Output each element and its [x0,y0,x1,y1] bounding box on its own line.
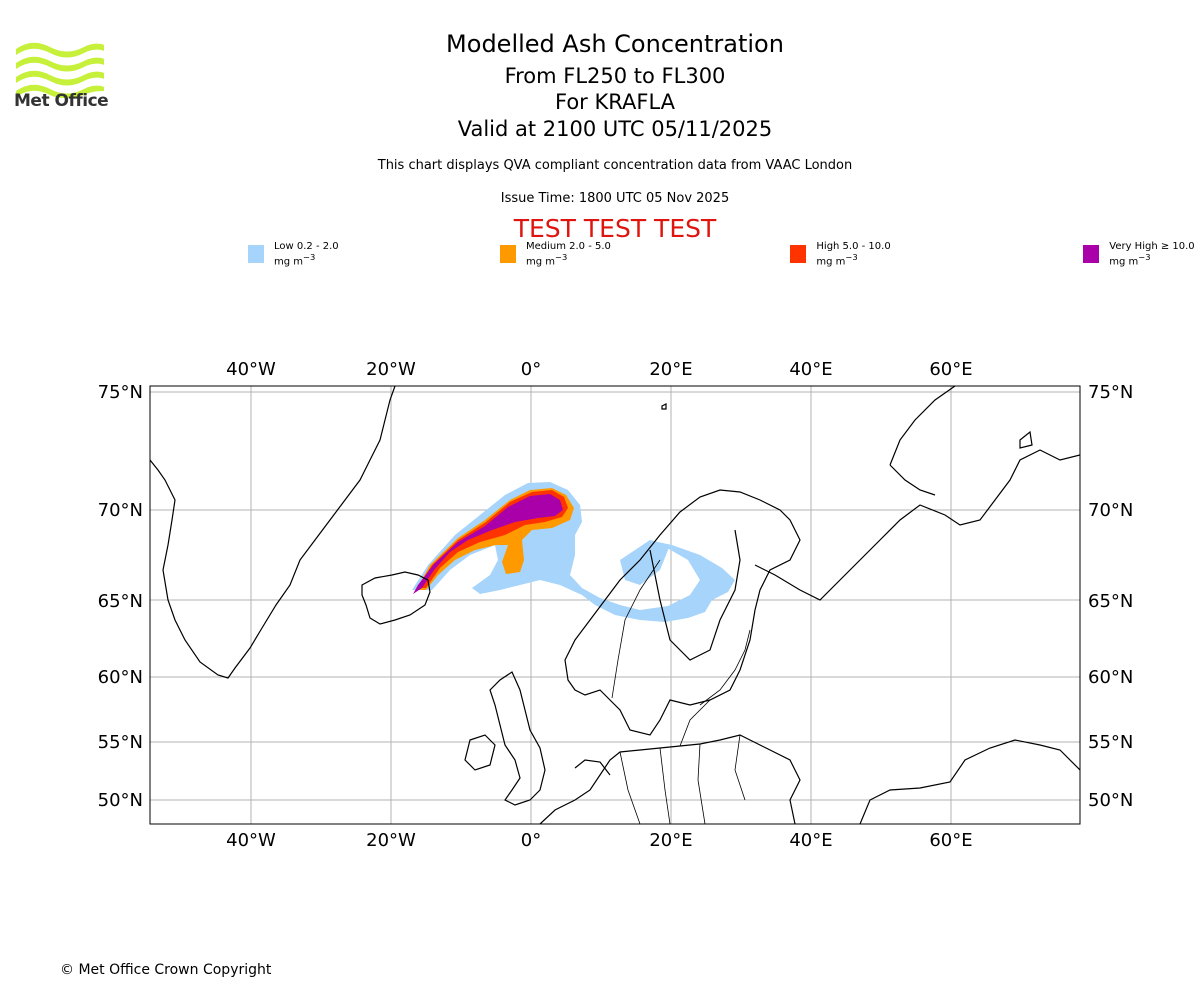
lat-label-right-60n: 60°N [1088,667,1133,688]
lat-label-right-65n: 65°N [1088,591,1133,612]
lat-label-right-70n: 70°N [1088,500,1133,521]
lat-label-right-55n: 55°N [1088,732,1133,753]
valid-time: Valid at 2100 UTC 05/11/2025 [457,117,773,141]
lon-label-top-20e: 20°E [649,359,692,380]
chart-title: Modelled Ash Concentration [446,30,784,58]
met-office-wave-logo-icon [16,42,104,98]
lon-label-bottom-60e: 60°E [929,830,972,851]
country-borders [611,559,751,824]
coastlines [150,386,1080,824]
lon-label-bottom-40e: 40°E [789,830,832,851]
compliance-note: This chart displays QVA compliant concen… [377,158,853,173]
copyright-notice: © Met Office Crown Copyright [60,962,272,978]
legend-label-high: High 5.0 - 10.0 mg m−3 [816,240,891,268]
concentration-legend: Low 0.2 - 2.0 mg m−3 Medium 2.0 - 5.0 mg… [248,240,1200,268]
legend-label-very-high: Very High ≥ 10.0 mg m−3 [1109,240,1195,268]
legend-swatch-medium [499,245,516,263]
lon-label-top-20w: 20°W [366,359,416,380]
lat-label-right-50n: 50°N [1088,790,1133,811]
met-office-logo-text: Met Office [14,91,109,111]
lon-label-bottom-0: 0° [521,830,541,851]
lon-label-bottom-20w: 20°W [366,830,416,851]
legend-item-very-high: Very High ≥ 10.0 mg m−3 [1083,241,1200,267]
ash-very-high-concentration [413,494,563,594]
legend-swatch-very-high [1083,245,1100,263]
lon-label-top-60e: 60°E [929,359,972,380]
lon-label-top-0: 0° [521,359,541,380]
legend-item-medium: Medium 2.0 - 5.0 mg m−3 [499,240,616,268]
volcano-name: For KRAFLA [555,90,675,114]
legend-label-low: Low 0.2 - 2.0 mg m−3 [274,240,339,268]
issue-time: Issue Time: 1800 UTC 05 Nov 2025 [500,191,730,206]
flight-level-range: From FL250 to FL300 [504,64,726,88]
lat-label-left-70n: 70°N [98,500,143,521]
legend-label-medium: Medium 2.0 - 5.0 mg m−3 [525,240,611,268]
lon-label-bottom-40w: 40°W [226,830,276,851]
lat-label-left-65n: 65°N [98,591,143,612]
lat-label-right-75n: 75°N [1088,382,1133,403]
legend-swatch-low [248,245,264,263]
legend-item-high: High 5.0 - 10.0 mg m−3 [790,241,899,267]
lat-label-left-75n: 75°N [98,382,143,403]
lat-label-left-60n: 60°N [98,667,143,688]
lon-label-top-40w: 40°W [226,359,276,380]
map-frame [149,385,1081,825]
lon-label-top-40e: 40°E [789,359,832,380]
legend-item-low: Low 0.2 - 2.0 mg m−3 [248,241,350,267]
legend-swatch-high [790,245,807,263]
lat-label-left-50n: 50°N [98,790,143,811]
lat-label-left-55n: 55°N [98,732,143,753]
lon-label-bottom-20e: 20°E [649,830,692,851]
test-banner: TEST TEST TEST [513,214,717,243]
